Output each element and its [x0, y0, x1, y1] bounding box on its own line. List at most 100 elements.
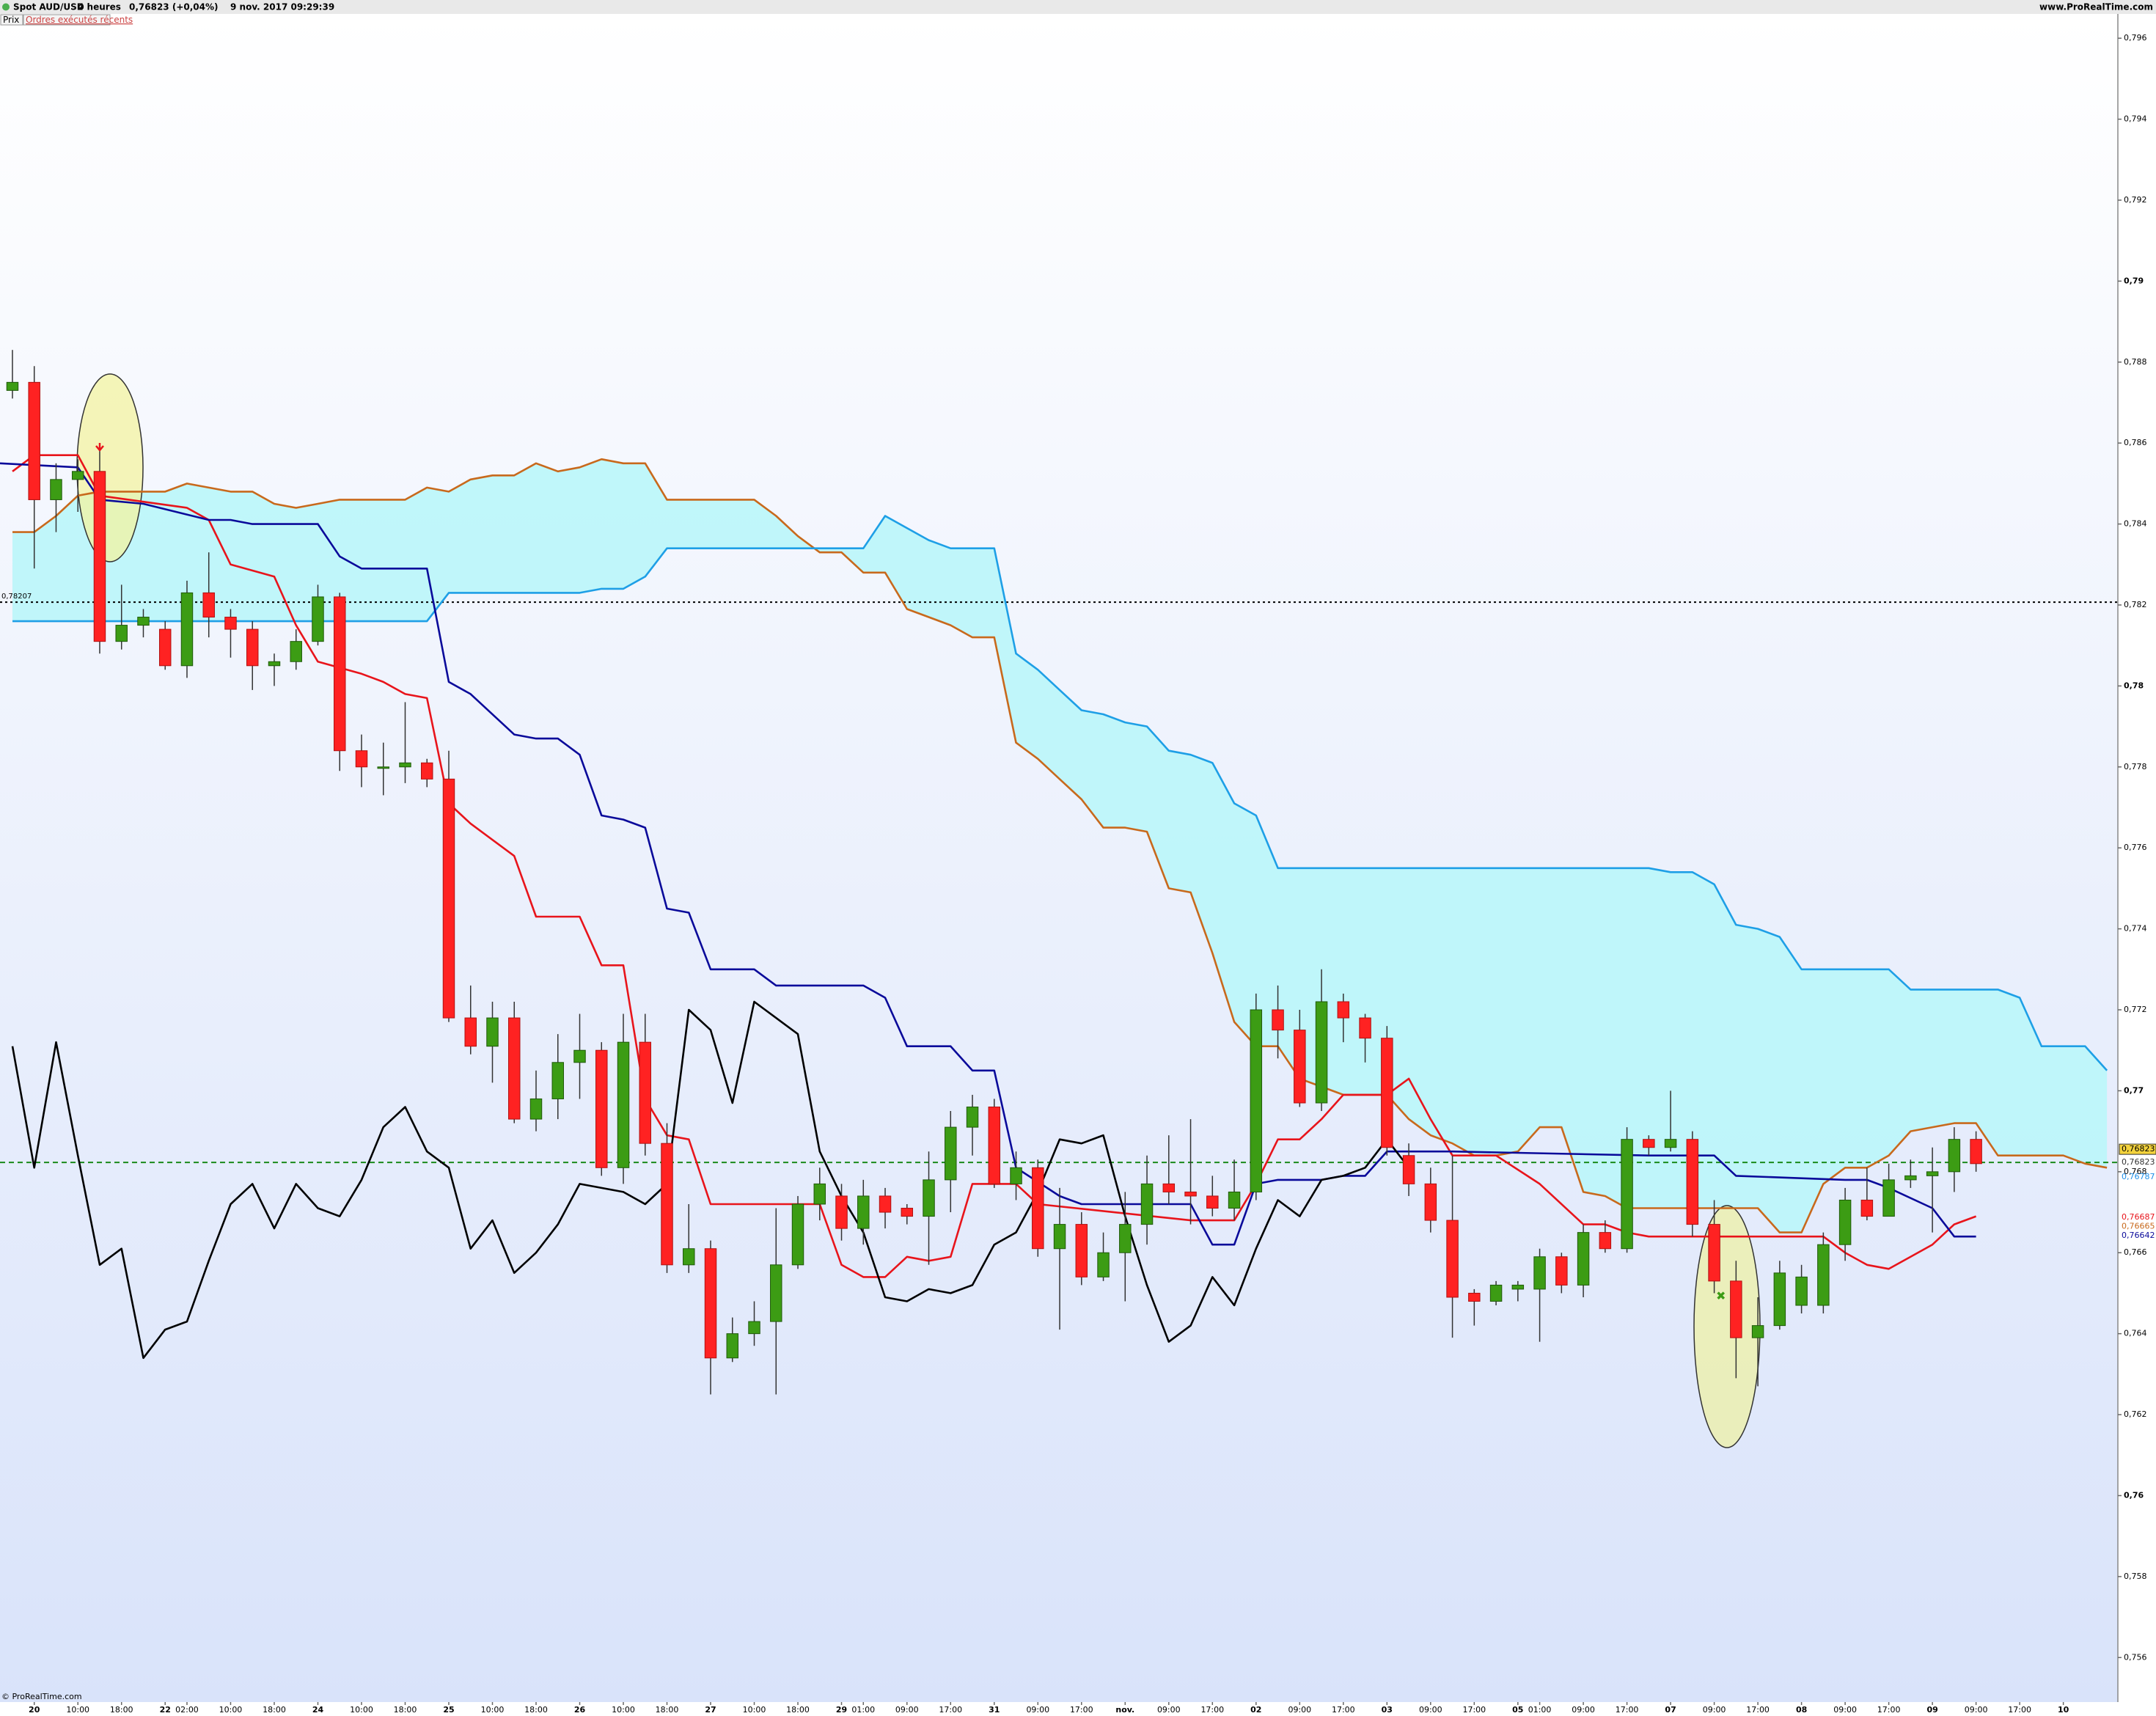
y-tick-label: 0,772	[2124, 1005, 2147, 1014]
candle-body	[617, 1041, 630, 1168]
candle-body	[1140, 1183, 1154, 1225]
y-tick-label: 0,792	[2124, 195, 2147, 205]
candle-body	[290, 641, 302, 662]
candle-body	[529, 1098, 543, 1120]
candle-body	[923, 1179, 935, 1217]
candle-body	[28, 381, 40, 500]
candle-body	[1097, 1252, 1110, 1277]
candle-body	[1555, 1256, 1568, 1286]
y-tick-label: 0,796	[2124, 33, 2147, 43]
x-tick-label: 09:00	[1026, 1705, 1049, 1715]
y-tick-label: 0,78	[2124, 681, 2144, 690]
x-tick-label: 18:00	[656, 1705, 679, 1715]
x-tick-label: 10:00	[481, 1705, 505, 1715]
sell-arrow	[95, 443, 104, 452]
candle-body	[224, 617, 237, 630]
highlight-ellipse	[1693, 1205, 1761, 1448]
candle-body	[901, 1208, 914, 1217]
y-tick-label: 0,784	[2124, 519, 2147, 529]
x-tick-label: 09:00	[895, 1705, 919, 1715]
tab[interactable]	[23, 14, 111, 26]
candle-body	[1010, 1167, 1022, 1184]
candle-body	[683, 1248, 695, 1266]
price-tag-bg	[2119, 1143, 2156, 1155]
candle-body	[1206, 1195, 1219, 1209]
candle-body	[1838, 1199, 1852, 1245]
candle-body	[399, 762, 411, 768]
candle-body	[791, 1203, 804, 1266]
candle-body	[421, 762, 433, 780]
x-tick-label: 17:00	[1200, 1705, 1224, 1715]
candle-body	[71, 471, 84, 480]
candle-body	[1315, 1001, 1328, 1104]
candle-body	[158, 628, 172, 667]
tab-label[interactable]: Prix	[3, 15, 19, 25]
x-tick-label: 02	[1250, 1705, 1261, 1715]
candle-body	[1882, 1179, 1895, 1217]
candle-body	[1773, 1272, 1786, 1327]
y-tick-label: 0,776	[2124, 843, 2147, 852]
level-label: 0,78207	[1, 593, 32, 601]
candle-body	[1621, 1139, 1633, 1250]
candle-body	[748, 1321, 760, 1335]
candle-body	[857, 1195, 870, 1229]
x-tick-label: 01:00	[1528, 1705, 1552, 1715]
candle-body	[1359, 1017, 1371, 1039]
x-tick-label: 09:00	[1572, 1705, 1595, 1715]
span-b-line	[12, 515, 2108, 1071]
candle-body	[1468, 1292, 1481, 1302]
candle-body	[639, 1041, 651, 1144]
x-tick-label: 18:00	[524, 1705, 548, 1715]
x-tick-label: 09:00	[1419, 1705, 1442, 1715]
x-tick-label: 17:00	[2008, 1705, 2031, 1715]
x-tick-label: 02:00	[175, 1705, 199, 1715]
candle-body	[268, 661, 281, 667]
tab[interactable]	[0, 14, 23, 26]
candle-body	[835, 1195, 848, 1229]
y-tick-label: 0,782	[2124, 600, 2147, 609]
candle-body	[1686, 1139, 1699, 1225]
plot: ✖ 0,78207	[0, 350, 2118, 1448]
candle-body	[1184, 1191, 1197, 1197]
candle-body	[1053, 1224, 1066, 1250]
candle-body	[6, 381, 19, 391]
x-tick-label: 10:00	[66, 1705, 89, 1715]
candle-body	[1250, 1009, 1263, 1192]
x-tick-label: 18:00	[110, 1705, 133, 1715]
x-tick-label: 09:00	[1833, 1705, 1857, 1715]
y-tick-label: 0,766	[2124, 1247, 2147, 1257]
y-tick-label: 0,786	[2124, 438, 2147, 447]
candle-body	[1948, 1139, 1961, 1173]
candle-body	[1119, 1224, 1132, 1253]
tab-label[interactable]: Ordres exécutés récents	[26, 15, 133, 25]
x-tick-label: 10	[2058, 1705, 2069, 1715]
x-tick-label: 09	[1926, 1705, 1937, 1715]
candle-body	[770, 1264, 782, 1322]
candle-body	[464, 1017, 477, 1047]
x-tick-label: 26	[574, 1705, 586, 1715]
y-tick-label: 0,758	[2124, 1572, 2147, 1581]
x-tick-label: 18:00	[394, 1705, 417, 1715]
candle-body	[1577, 1232, 1590, 1286]
candle-body	[813, 1183, 826, 1205]
indicator-line	[0, 462, 1976, 1246]
candle-body	[1926, 1171, 1939, 1176]
candle-body	[1228, 1191, 1241, 1209]
header-bar	[0, 0, 2156, 14]
candle-body	[551, 1062, 564, 1099]
x-tick-label: 17:00	[1462, 1705, 1486, 1715]
y-tick-label: 0,77	[2124, 1085, 2144, 1095]
x-tick-label: 25	[443, 1705, 454, 1715]
cloud	[12, 459, 2108, 1233]
candle-body	[508, 1017, 521, 1120]
y-tick-label: 0,756	[2124, 1652, 2147, 1662]
buy-marker: ✖	[1716, 1289, 1726, 1303]
candle-body	[726, 1333, 739, 1359]
x-tick-label: nov.	[1115, 1705, 1134, 1715]
axis-background	[2118, 14, 2156, 1702]
x-tick-label: 17:00	[1070, 1705, 1093, 1715]
y-tick-label: 0,788	[2124, 357, 2147, 367]
x-tick-label: 10:00	[612, 1705, 635, 1715]
last-price: 0,76823 (+0,04%)	[129, 2, 219, 12]
